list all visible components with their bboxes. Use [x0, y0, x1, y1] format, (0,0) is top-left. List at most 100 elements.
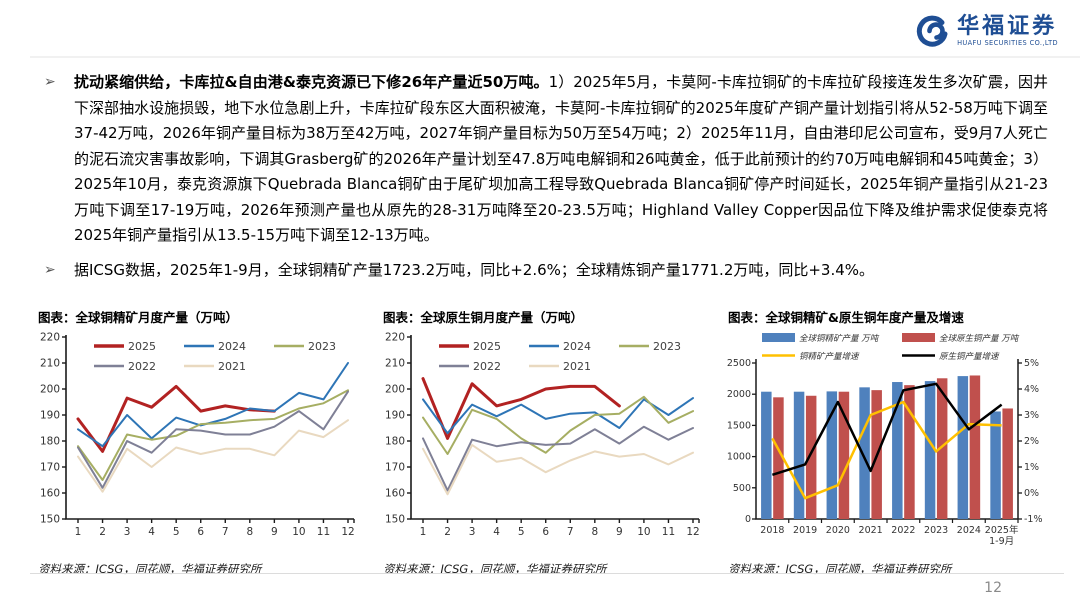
svg-text:5: 5	[173, 526, 180, 538]
logo-text: 华福证券 HUAFU SECURITIES CO.,LTD	[957, 15, 1058, 47]
svg-text:2022: 2022	[891, 525, 915, 536]
chart-1-title: 图表：全球铜精矿月度产量（万吨）	[38, 310, 239, 325]
svg-text:2: 2	[99, 526, 106, 538]
svg-text:2024: 2024	[957, 525, 981, 536]
svg-text:全球铜精矿产量 万吨: 全球铜精矿产量 万吨	[799, 333, 880, 344]
svg-text:2: 2	[444, 526, 451, 538]
svg-text:原生铜产量增速: 原生铜产量增速	[939, 351, 1000, 362]
svg-text:7: 7	[567, 526, 574, 538]
svg-text:3%: 3%	[1024, 410, 1039, 421]
svg-text:2000: 2000	[727, 389, 751, 400]
svg-text:2021: 2021	[859, 525, 883, 536]
chart-2-source: 资料来源：ICSG，同花顺，华福证券研究所	[383, 562, 607, 576]
svg-text:160: 160	[385, 488, 405, 500]
svg-text:4%: 4%	[1024, 384, 1039, 395]
svg-text:2021: 2021	[218, 360, 246, 373]
svg-text:8: 8	[591, 526, 598, 538]
svg-text:200: 200	[385, 384, 405, 396]
chart-3-canvas: 0 500 1000 1500 2000 2500 5% 4% 3% 2% 1% 0% -1% 2018 2…	[726, 329, 1054, 558]
svg-text:9: 9	[616, 526, 623, 538]
svg-text:2025年: 2025年	[985, 524, 1019, 536]
bar-line-chart-svg: 0 500 1000 1500 2000 2500 5% 4% 3% 2% 1% 0% -1% 2018 2…	[727, 333, 1043, 547]
bullet-1-text: 扰动紧缩供给，卡库拉&自由港&泰克资源已下修26年产量近50万吨。1）2025年…	[74, 70, 1048, 249]
huafu-swirl-icon	[916, 15, 948, 47]
svg-text:12: 12	[341, 526, 354, 538]
chart-annual-output-growth: 图表：全球铜精矿&原生铜年度产量及增速 0 500 1000 1500 2000 2500…	[726, 307, 1054, 577]
svg-text:1: 1	[75, 526, 82, 538]
logo-cn: 华福证券	[957, 13, 1058, 40]
svg-text:8: 8	[246, 526, 253, 538]
svg-text:1%: 1%	[1024, 462, 1039, 473]
svg-text:1000: 1000	[727, 452, 751, 463]
svg-text:3: 3	[124, 526, 131, 538]
bullet-2-body: 据ICSG数据，2025年1-9月，全球铜精矿产量1723.2万吨，同比+2.6…	[74, 260, 875, 279]
svg-text:2500: 2500	[727, 358, 751, 369]
chart-3-source: 资料来源：ICSG，同花顺，华福证券研究所	[728, 562, 952, 576]
svg-text:2024: 2024	[218, 340, 246, 353]
svg-text:1: 1	[420, 526, 427, 538]
svg-text:7: 7	[222, 526, 229, 538]
svg-text:160: 160	[40, 488, 60, 500]
chart-2-title: 图表：全球原生铜月度产量（万吨）	[383, 310, 584, 325]
svg-text:9: 9	[271, 526, 278, 538]
svg-text:150: 150	[385, 514, 405, 526]
chart-1-canvas: 150 160 170 180 190 200 210 220 1 2 3 4 5 6 7 8 9 10 11 12 2…	[36, 329, 364, 558]
svg-text:210: 210	[40, 358, 60, 370]
svg-text:11: 11	[662, 526, 675, 538]
svg-text:1-9月: 1-9月	[989, 536, 1014, 547]
svg-text:2018: 2018	[760, 525, 784, 536]
footer-divider	[30, 573, 1064, 574]
chart-primary-copper-monthly: 图表：全球原生铜月度产量（万吨） 150 160 170 180 190 200 210 22…	[381, 307, 709, 577]
svg-text:11: 11	[317, 526, 330, 538]
bullet-2-text: 据ICSG数据，2025年1-9月，全球铜精矿产量1723.2万吨，同比+2.6…	[74, 258, 1048, 284]
svg-text:2023: 2023	[924, 525, 948, 536]
svg-text:180: 180	[385, 436, 405, 448]
bullet-arrow-icon: ➢	[44, 261, 56, 278]
svg-text:2025: 2025	[473, 340, 501, 353]
svg-text:4: 4	[148, 526, 155, 538]
chart-3-title: 图表：全球铜精矿&原生铜年度产量及增速	[728, 310, 964, 325]
svg-text:5%: 5%	[1024, 358, 1039, 369]
bullet-1-bold: 扰动紧缩供给，卡库拉&自由港&泰克资源已下修26年产量近50万吨。	[74, 73, 549, 91]
svg-text:0%: 0%	[1024, 488, 1039, 499]
chart-copper-concentrate-monthly: 图表：全球铜精矿月度产量（万吨） 150 160 170 180 190 200 210 2 2…	[36, 307, 364, 577]
svg-text:220: 220	[385, 332, 405, 344]
svg-text:150: 150	[40, 514, 60, 526]
svg-text:0: 0	[745, 514, 751, 525]
svg-text:170: 170	[40, 462, 60, 474]
svg-text:2024: 2024	[563, 340, 591, 353]
logo-en: HUAFU SECURITIES CO.,LTD	[957, 39, 1058, 48]
chart-1-source: 资料来源：ICSG，同花顺，华福证券研究所	[38, 562, 262, 576]
svg-text:170: 170	[385, 462, 405, 474]
svg-text:2%: 2%	[1024, 436, 1039, 447]
svg-text:2023: 2023	[308, 340, 336, 353]
bullet-1-body: 1）2025年5月，卡莫阿-卡库拉铜矿的卡库拉矿段接连发生多次矿震，因井下深部抽…	[74, 73, 1048, 244]
header-divider	[30, 56, 1080, 58]
svg-text:6: 6	[542, 526, 549, 538]
header-logo: 华福证券 HUAFU SECURITIES CO.,LTD	[914, 13, 1058, 49]
svg-text:-1%: -1%	[1024, 514, 1043, 525]
svg-text:10: 10	[292, 526, 305, 538]
svg-text:6: 6	[197, 526, 204, 538]
svg-text:全球原生铜产量 万吨: 全球原生铜产量 万吨	[939, 333, 1020, 344]
svg-text:铜精矿产量增速: 铜精矿产量增速	[799, 351, 860, 362]
chart-2-canvas: 150 160 170 180 190 200 210 220 1 2 3 4 5 6 7 8 9 10 11 12 2…	[381, 329, 709, 558]
bullet-2: ➢ 据ICSG数据，2025年1-9月，全球铜精矿产量1723.2万吨，同比+2…	[44, 258, 1048, 284]
svg-text:210: 210	[385, 358, 405, 370]
svg-text:180: 180	[40, 436, 60, 448]
bullet-arrow-icon: ➢	[44, 74, 56, 90]
svg-text:190: 190	[40, 410, 60, 422]
charts-row: 图表：全球铜精矿月度产量（万吨） 150 160 170 180 190 200 210 22…	[36, 307, 1054, 577]
svg-text:4: 4	[493, 526, 500, 538]
svg-text:2019: 2019	[793, 525, 817, 536]
svg-text:12: 12	[686, 526, 699, 538]
bullet-1: ➢ 扰动紧缩供给，卡库拉&自由港&泰克资源已下修26年产量近50万吨。1）202…	[44, 70, 1048, 249]
svg-text:2022: 2022	[128, 360, 156, 373]
svg-text:200: 200	[40, 384, 60, 396]
svg-text:190: 190	[385, 410, 405, 422]
body-text: ➢ 扰动紧缩供给，卡库拉&自由港&泰克资源已下修26年产量近50万吨。1）202…	[44, 70, 1048, 283]
svg-text:10: 10	[637, 526, 650, 538]
svg-text:500: 500	[733, 483, 751, 494]
